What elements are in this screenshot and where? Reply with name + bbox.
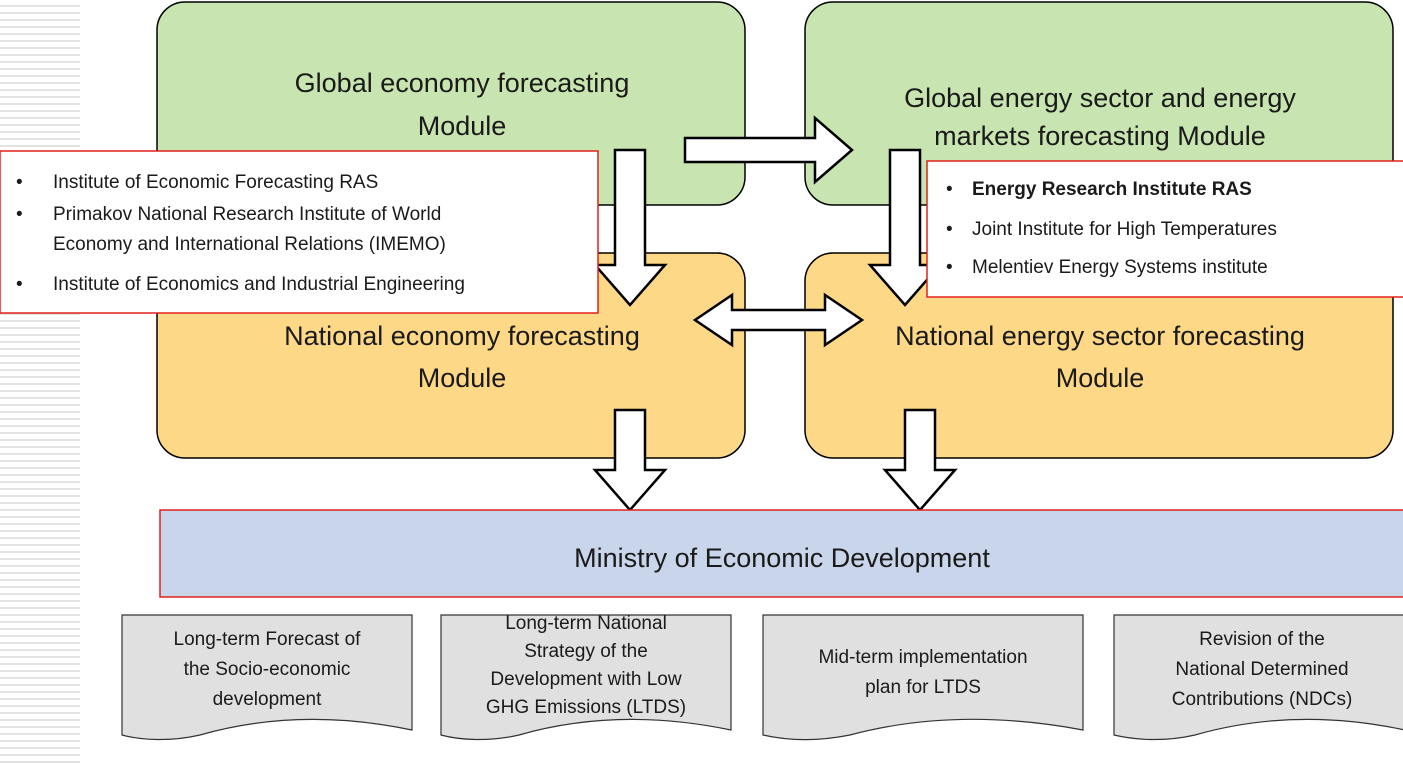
institute-text: Economy and International Relations (IME… [53,234,446,255]
document-text: GHG Emissions (LTDS) [486,697,686,718]
institute-text: Primakov National Research Institute of … [53,204,441,225]
document-text: the Socio-economic [184,659,351,680]
module-text: markets forecasting Module [934,121,1266,151]
arrow-down [592,408,668,512]
institute-text: Joint Institute for High Temperatures [972,219,1277,240]
document-shape [121,614,413,741]
document-text: Development with Low [490,669,681,690]
arrow-down [867,148,943,307]
document-shape [762,614,1084,741]
document-text: Long-term National [505,613,667,634]
document-shape [1113,614,1403,741]
institutes-box [0,150,599,314]
arrow-double [692,292,865,348]
institute-text: Institute of Economics and Industrial En… [53,274,465,295]
bullet: • [946,219,953,240]
document-text: Long-term Forecast of [174,629,362,650]
arrow-right [683,115,854,185]
module-text: Module [418,363,507,393]
document-text: Strategy of the [524,641,648,662]
document-text: Mid-term implementation [818,647,1027,668]
institute-text: Energy Research Institute RAS [972,179,1252,200]
module-text: Module [1056,363,1145,393]
arrow-down [592,148,668,307]
bullet: • [946,179,953,200]
ministry-text: Ministry of Economic Development [574,543,990,573]
module-text: Global energy sector and energy [904,83,1296,113]
module-text: Module [418,111,507,141]
bullet: • [16,274,23,295]
institute-text: Melentiev Energy Systems institute [972,257,1268,278]
module-text: National economy forecasting [284,321,640,351]
bullet: • [16,172,23,193]
module-text: Global economy forecasting [295,68,630,98]
bullet: • [16,204,23,225]
bullet: • [946,257,953,278]
document-text: plan for LTDS [865,677,981,698]
institute-text: Institute of Economic Forecasting RAS [53,172,378,193]
arrow-down [882,408,958,512]
document-shape [440,614,732,741]
institutes-box [926,160,1403,298]
document-text: development [213,689,323,710]
document-text: National Determined [1175,659,1348,680]
ministry-box [159,509,1403,598]
document-text: Revision of the [1199,629,1325,650]
document-text: Contributions (NDCs) [1172,689,1353,710]
side-stripes [0,0,80,763]
module-text: National energy sector forecasting [895,321,1305,351]
